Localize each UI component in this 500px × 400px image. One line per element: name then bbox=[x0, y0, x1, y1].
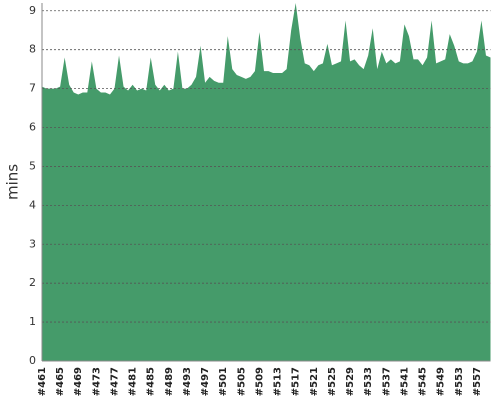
x-tick-label: #501 bbox=[218, 367, 229, 396]
x-tick-label: #469 bbox=[73, 367, 84, 396]
x-tick-label: #493 bbox=[182, 367, 193, 396]
x-tick-label: #465 bbox=[55, 367, 66, 396]
x-tick-label: #521 bbox=[309, 367, 320, 396]
y-tick-label: 0 bbox=[29, 354, 36, 367]
x-tick-label: #541 bbox=[399, 367, 410, 396]
x-tick-label: #497 bbox=[200, 367, 211, 396]
y-tick-label: 4 bbox=[29, 198, 36, 211]
x-tick-label: #553 bbox=[454, 367, 465, 396]
y-tick-label: 3 bbox=[29, 237, 36, 250]
area bbox=[42, 3, 491, 361]
x-tick-label: #525 bbox=[327, 367, 338, 396]
x-tick-label: #473 bbox=[91, 367, 102, 396]
y-axis-label: mins bbox=[4, 164, 22, 200]
x-tick-label: #529 bbox=[345, 367, 356, 396]
x-tick-label: #557 bbox=[472, 367, 483, 396]
x-tick-label: #489 bbox=[164, 367, 175, 396]
x-tick-label: #533 bbox=[363, 367, 374, 396]
y-tick-label: 1 bbox=[29, 315, 36, 328]
x-tick-label: #517 bbox=[291, 367, 302, 396]
y-tick-label: 9 bbox=[29, 4, 36, 17]
x-tick-label: #477 bbox=[109, 367, 120, 396]
y-tick-label: 7 bbox=[29, 82, 36, 95]
x-tick-label: #537 bbox=[381, 367, 392, 396]
y-tick-label: 2 bbox=[29, 276, 36, 289]
x-tick-label: #485 bbox=[146, 367, 157, 396]
x-tick-label: #505 bbox=[236, 367, 247, 396]
x-tick-label: #549 bbox=[436, 367, 447, 396]
x-tick-label: #513 bbox=[273, 367, 284, 396]
y-tick-label: 6 bbox=[29, 121, 36, 134]
x-tick-label: #481 bbox=[128, 367, 139, 396]
y-tick-label: 8 bbox=[29, 43, 36, 56]
x-tick-label: #509 bbox=[254, 367, 265, 396]
x-tick-label: #461 bbox=[37, 367, 48, 396]
y-tick-label: 5 bbox=[29, 159, 36, 172]
x-tick-label: #545 bbox=[418, 367, 429, 396]
